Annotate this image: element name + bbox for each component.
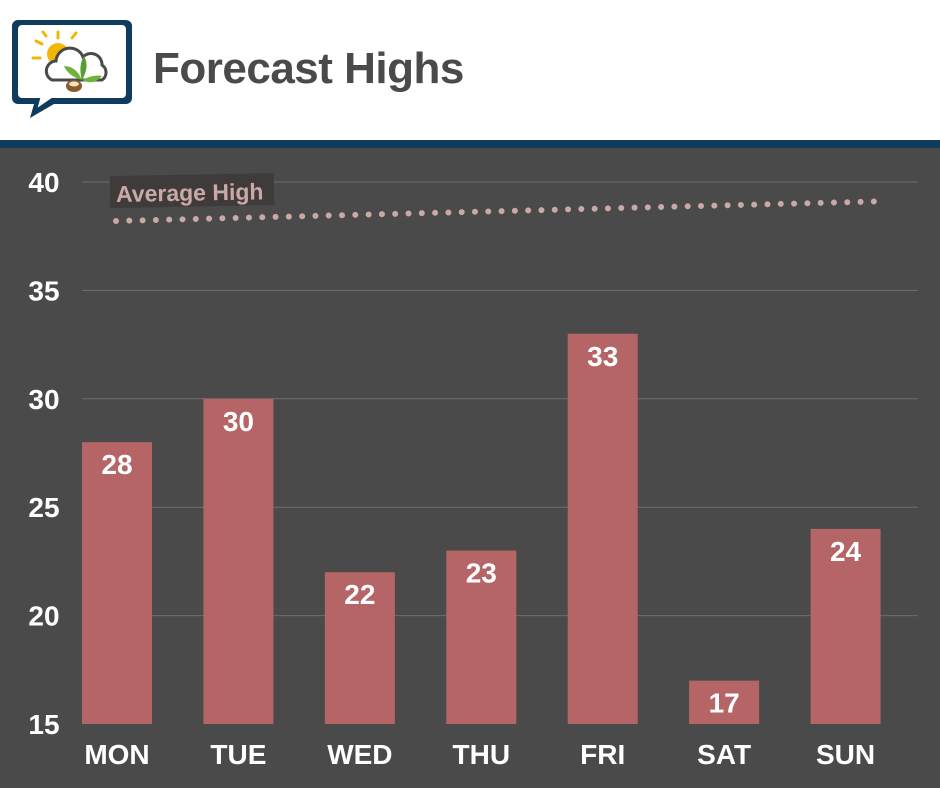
x-tick-label-mon: MON — [84, 739, 149, 770]
page-title: Forecast Highs — [153, 44, 464, 93]
bar-mon — [82, 442, 152, 724]
x-tick-label-sun: SUN — [816, 739, 875, 770]
y-axis-ticks: 15 20 25 30 35 40 — [28, 167, 59, 740]
bar-wed — [324, 572, 395, 724]
y-tick-label: 25 — [28, 492, 59, 523]
x-tick-label-thu: THU — [453, 739, 511, 770]
average-high-label-background — [109, 173, 275, 209]
data-label-sun: 24 — [830, 536, 862, 567]
data-label-tue: 30 — [223, 406, 254, 437]
x-tick-label-fri: FRI — [580, 739, 625, 770]
average-high-label: Average High — [116, 178, 264, 207]
bar-sat — [689, 680, 760, 724]
average-high-label-group: Average High — [109, 173, 275, 209]
header-accent-rule — [0, 140, 940, 148]
bar-fri — [567, 333, 638, 724]
data-labels: 28 30 22 23 33 17 24 — [101, 341, 861, 719]
y-tick-label: 40 — [28, 167, 59, 198]
data-label-thu: 23 — [466, 558, 497, 589]
data-label-mon: 28 — [101, 449, 132, 480]
x-tick-label-wed: WED — [327, 739, 392, 770]
y-tick-label: 35 — [28, 275, 59, 306]
weather-logo-icon — [12, 20, 132, 118]
header: Forecast Highs — [0, 0, 940, 140]
bar-tue — [203, 398, 274, 724]
y-tick-label: 15 — [28, 709, 59, 740]
bar-thu — [446, 550, 517, 724]
average-high-line: Average High — [109, 173, 877, 225]
bar-sun — [810, 528, 881, 724]
x-tick-label-sat: SAT — [697, 739, 751, 770]
x-tick-label-tue: TUE — [210, 739, 266, 770]
y-tick-label: 30 — [28, 384, 59, 415]
forecast-bar-chart: 15 20 25 30 35 40 Average High 28 30 22 23 33 17 24… — [28, 167, 918, 770]
bars — [82, 333, 881, 724]
data-label-wed: 22 — [344, 579, 375, 610]
x-axis-ticks: MON TUE WED THU FRI SAT SUN — [84, 739, 875, 770]
data-label-fri: 33 — [587, 341, 618, 372]
data-label-sat: 17 — [709, 688, 740, 719]
y-tick-label: 20 — [28, 601, 59, 632]
